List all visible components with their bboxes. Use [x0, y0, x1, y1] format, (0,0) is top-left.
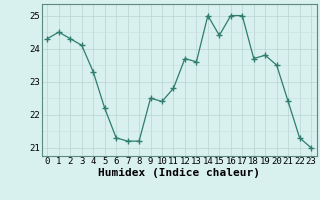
X-axis label: Humidex (Indice chaleur): Humidex (Indice chaleur)	[98, 168, 260, 178]
